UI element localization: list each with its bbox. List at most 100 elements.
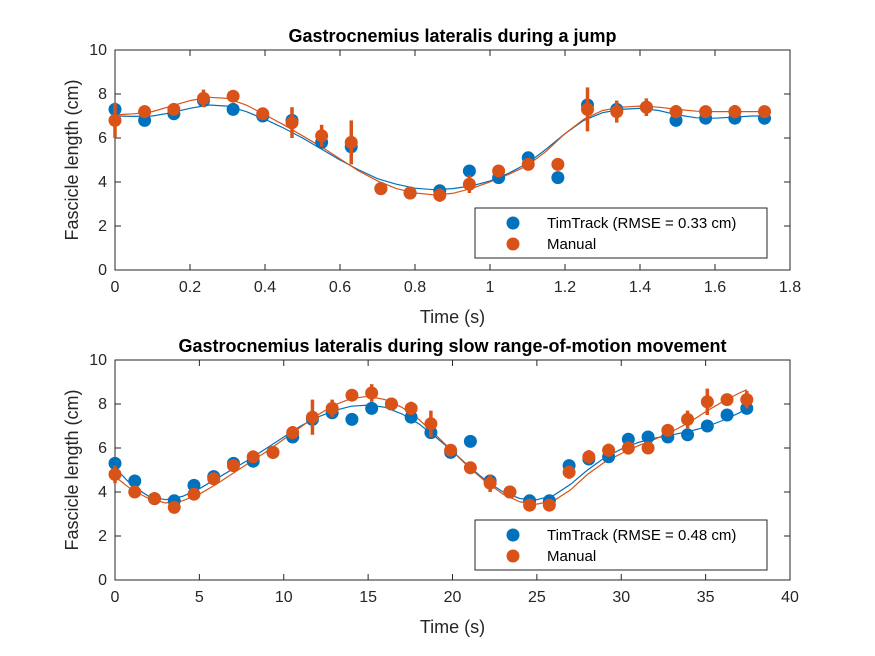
manual-point <box>138 105 152 119</box>
manual-point <box>621 441 635 455</box>
y-tick-label: 10 <box>89 42 107 59</box>
y-tick-label: 2 <box>98 218 107 235</box>
timtrack-point <box>700 419 714 433</box>
x-tick-label: 30 <box>612 589 630 606</box>
legend-entry: Manual <box>547 548 596 565</box>
legend-entry: TimTrack (RMSE = 0.33 cm) <box>547 215 736 232</box>
manual-point <box>740 393 754 407</box>
timtrack-point <box>345 412 359 426</box>
y-axis-label: Fascicle length (cm) <box>62 389 82 550</box>
manual-point <box>285 116 299 130</box>
x-tick-label: 0 <box>111 279 120 296</box>
timtrack-point <box>128 474 142 488</box>
x-tick-label: 0.2 <box>179 279 201 296</box>
y-tick-label: 8 <box>98 396 107 413</box>
legend-box <box>474 207 768 259</box>
manual-point <box>147 492 161 506</box>
manual-point <box>256 107 270 121</box>
timtrack-point <box>641 430 655 444</box>
manual-point <box>128 485 142 499</box>
manual-point <box>681 412 695 426</box>
chart-title: Gastrocnemius lateralis during a jump <box>288 26 616 46</box>
manual-point <box>305 410 319 424</box>
manual-point <box>602 443 616 457</box>
manual-point <box>325 401 339 415</box>
x-axis-label: Time (s) <box>420 307 485 327</box>
manual-point <box>542 498 556 512</box>
x-axis-label: Time (s) <box>420 617 485 637</box>
x-tick-label: 10 <box>275 589 293 606</box>
manual-point <box>197 91 210 105</box>
manual-point <box>226 89 240 103</box>
manual-point <box>424 417 438 431</box>
manual-point <box>374 182 388 196</box>
manual-point <box>503 485 517 499</box>
manual-point <box>108 467 122 481</box>
y-tick-label: 4 <box>98 484 107 501</box>
legend-entry: TimTrack (RMSE = 0.48 cm) <box>547 527 736 544</box>
chart-1: 0 0.2 0.4 0.6 0.8 1 1.2 1.4 1.6 1.8 0 2 4 6 8 10 Gastroc… <box>62 26 801 327</box>
x-tick-label: 15 <box>359 589 377 606</box>
x-tick-label: 0.4 <box>254 279 276 296</box>
manual-point <box>581 102 594 116</box>
manual-point <box>266 445 280 459</box>
timtrack-point <box>720 408 734 422</box>
manual-point <box>728 105 742 119</box>
manual-point <box>345 388 359 402</box>
manual-point <box>551 157 565 171</box>
manual-point <box>641 441 655 455</box>
manual-point <box>403 186 417 200</box>
manual-point <box>463 461 477 475</box>
legend: TimTrack (RMSE = 0.48 cm) Manual <box>474 519 768 571</box>
x-tick-label: 1.4 <box>629 279 651 296</box>
manual-point <box>661 423 675 437</box>
manual-point <box>610 105 624 119</box>
legend-marker <box>506 237 520 251</box>
timtrack-point <box>226 102 240 116</box>
y-tick-label: 4 <box>98 174 107 191</box>
legend-marker <box>506 528 520 542</box>
manual-point <box>521 157 535 171</box>
timtrack-point <box>551 171 565 185</box>
timtrack-point <box>365 401 379 415</box>
x-tick-label: 20 <box>444 589 462 606</box>
y-tick-label: 6 <box>98 440 107 457</box>
manual-point <box>246 450 260 464</box>
manual-point <box>404 401 418 415</box>
legend-entry: Manual <box>547 236 596 253</box>
y-tick-label: 0 <box>98 262 107 279</box>
x-tick-label: 1 <box>486 279 495 296</box>
manual-point <box>226 459 240 473</box>
manual-point <box>582 450 596 464</box>
y-axis-label: Fascicle length (cm) <box>62 79 82 240</box>
manual-point <box>483 476 497 490</box>
x-tick-label: 0.6 <box>329 279 351 296</box>
manual-point <box>523 498 537 512</box>
legend-box <box>474 519 768 571</box>
x-tick-label: 0.8 <box>404 279 426 296</box>
x-tick-label: 1.2 <box>554 279 576 296</box>
manual-point <box>167 102 181 116</box>
manual-point <box>344 135 358 149</box>
y-tick-label: 6 <box>98 130 107 147</box>
timtrack-point <box>462 164 476 178</box>
x-tick-label: 1.8 <box>779 279 801 296</box>
manual-point <box>207 472 221 486</box>
manual-point <box>758 105 771 119</box>
manual-point <box>462 177 476 191</box>
manual-point <box>108 113 122 127</box>
manual-point <box>384 397 398 411</box>
manual-point <box>562 465 576 479</box>
y-tick-label: 0 <box>98 572 107 589</box>
x-tick-label: 1.6 <box>704 279 726 296</box>
x-tick-label: 40 <box>781 589 799 606</box>
manual-point <box>433 188 447 202</box>
manual-point <box>444 443 458 457</box>
x-tick-label: 35 <box>697 589 715 606</box>
chart-2: 0 5 10 15 20 25 30 35 40 0 2 4 6 8 10 Gastrocnemius lat… <box>62 336 799 637</box>
y-tick-label: 8 <box>98 86 107 103</box>
manual-point <box>286 426 300 440</box>
manual-point <box>187 487 201 501</box>
manual-point <box>365 386 379 400</box>
